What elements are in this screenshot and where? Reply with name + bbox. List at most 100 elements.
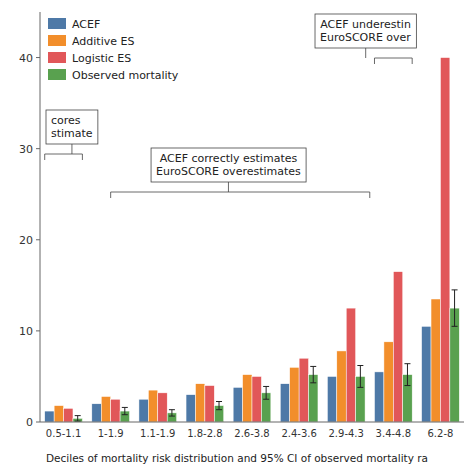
bracket-line bbox=[228, 182, 229, 192]
bracket-line bbox=[111, 192, 370, 193]
bar bbox=[205, 386, 214, 422]
y-tick-label: 30 bbox=[19, 143, 33, 156]
bar bbox=[111, 399, 120, 422]
annotation-line: ACEF correctly estimates bbox=[160, 152, 298, 165]
bar bbox=[252, 376, 261, 422]
annotation-line: EuroSCORE overestimates bbox=[156, 165, 301, 178]
error-bar bbox=[263, 386, 269, 399]
error-bar bbox=[452, 290, 458, 326]
bar bbox=[148, 390, 157, 422]
y-tick bbox=[36, 239, 40, 240]
bar bbox=[393, 272, 402, 422]
annotations: ACEF correctly estimatesEuroSCORE overes… bbox=[45, 14, 417, 198]
error-cap bbox=[169, 416, 175, 417]
bracket-line bbox=[110, 192, 111, 198]
error-cap bbox=[452, 326, 458, 327]
x-tick-label: 3.4-4.8 bbox=[376, 428, 411, 439]
legend: ACEFAdditive ESLogistic ESObserved morta… bbox=[48, 18, 179, 82]
x-tick-label: 2.4-3.6 bbox=[281, 428, 316, 439]
error-bar bbox=[357, 366, 363, 388]
error-cap bbox=[404, 385, 410, 386]
bar bbox=[280, 384, 289, 422]
error-cap bbox=[75, 415, 81, 416]
legend-swatch bbox=[48, 69, 66, 80]
error-cap bbox=[122, 407, 128, 408]
legend-swatch bbox=[48, 35, 66, 46]
error-bar bbox=[404, 364, 410, 386]
error-cap bbox=[310, 382, 316, 383]
annotation: ACEF underestinEuroSCORE over bbox=[315, 14, 416, 48]
annotation-box bbox=[315, 14, 416, 48]
y-tick-label: 20 bbox=[19, 234, 33, 247]
error-line bbox=[407, 364, 408, 386]
y-axis: 010203040 bbox=[19, 12, 40, 429]
bracket-line bbox=[374, 58, 412, 59]
x-tick-label: 0.5-1.1 bbox=[46, 428, 81, 439]
bar bbox=[327, 376, 336, 422]
y-tick bbox=[36, 57, 40, 58]
bars bbox=[45, 58, 460, 422]
error-cap bbox=[263, 386, 269, 387]
y-tick-label: 40 bbox=[19, 52, 33, 65]
error-line bbox=[219, 402, 220, 410]
y-tick-label: 0 bbox=[26, 416, 33, 429]
bracket-line bbox=[82, 154, 83, 160]
error-cap bbox=[169, 409, 175, 410]
bar bbox=[45, 411, 54, 422]
bar bbox=[195, 384, 204, 422]
bar bbox=[431, 299, 440, 422]
bar bbox=[233, 387, 242, 422]
error-line bbox=[77, 416, 78, 421]
bar bbox=[54, 406, 63, 422]
annotation-box bbox=[151, 148, 306, 182]
bar bbox=[290, 367, 299, 422]
annotation-bracket bbox=[366, 48, 412, 64]
bracket-line bbox=[44, 154, 45, 160]
annotation-bracket bbox=[45, 144, 83, 160]
bar bbox=[346, 308, 355, 422]
legend-label: Observed mortality bbox=[72, 69, 179, 82]
x-tick-label: 6.2-8 bbox=[428, 428, 454, 439]
chart: 0102030400.5-1.11-1.91.1-1.91.8-2.82.6-3… bbox=[0, 0, 474, 474]
error-cap bbox=[357, 387, 363, 388]
bar bbox=[139, 399, 148, 422]
bracket-line bbox=[45, 154, 83, 155]
error-cap bbox=[357, 365, 363, 366]
annotation: coresstimate bbox=[46, 110, 98, 144]
annotation-bracket bbox=[111, 182, 370, 198]
bracket-line bbox=[369, 192, 370, 198]
error-line bbox=[360, 366, 361, 388]
bar bbox=[299, 358, 308, 422]
error-line bbox=[171, 410, 172, 416]
bar bbox=[186, 395, 195, 422]
x-tick-label: 1.1-1.9 bbox=[140, 428, 175, 439]
error-line bbox=[313, 366, 314, 382]
bracket-line bbox=[365, 48, 366, 58]
legend-swatch bbox=[48, 18, 66, 29]
error-cap bbox=[216, 409, 222, 410]
annotation-box bbox=[46, 110, 98, 144]
annotation-line: EuroSCORE over bbox=[320, 31, 411, 44]
bar bbox=[440, 58, 449, 422]
y-axis-line bbox=[40, 12, 41, 422]
bar bbox=[158, 393, 167, 422]
bar bbox=[92, 404, 101, 422]
error-cap bbox=[310, 366, 316, 367]
bar bbox=[422, 326, 431, 422]
error-bar bbox=[75, 416, 81, 421]
annotation-line: cores bbox=[51, 114, 81, 127]
error-bar bbox=[216, 402, 222, 410]
legend-label: ACEF bbox=[72, 18, 100, 31]
y-tick bbox=[36, 330, 40, 331]
bar bbox=[374, 372, 383, 422]
bar bbox=[337, 351, 346, 422]
x-tick-label: 1.8-2.8 bbox=[187, 428, 222, 439]
annotation-text: ACEF underestinEuroSCORE over bbox=[320, 18, 411, 44]
bracket-line bbox=[71, 144, 72, 154]
bar bbox=[243, 375, 252, 422]
error-line bbox=[124, 407, 125, 414]
bar bbox=[64, 408, 73, 422]
annotation: ACEF correctly estimatesEuroSCORE overes… bbox=[151, 148, 306, 182]
error-cap bbox=[75, 421, 81, 422]
error-bar bbox=[122, 407, 128, 414]
